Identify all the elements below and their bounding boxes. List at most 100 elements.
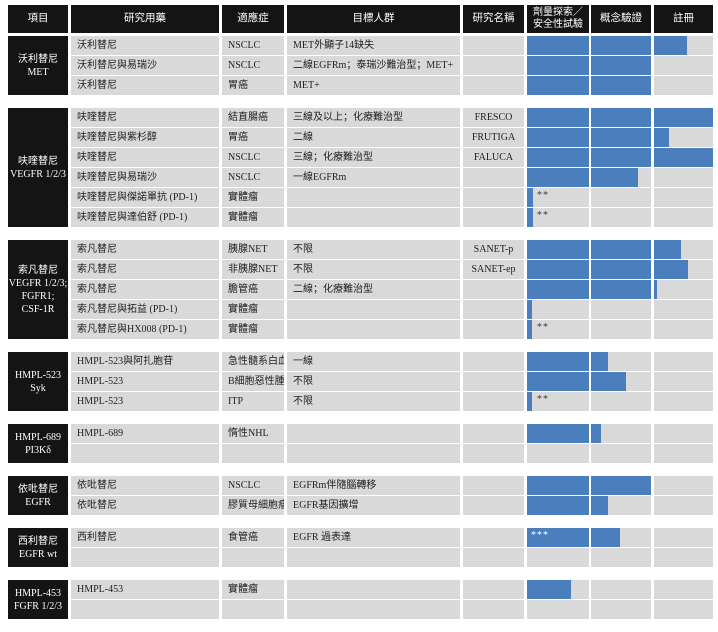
- project-label-line: PI3Kδ: [25, 444, 51, 456]
- stage-track: [527, 260, 713, 279]
- stage-column-divider: [589, 240, 591, 259]
- stage-column-divider: [651, 128, 654, 147]
- stage-track: [527, 168, 713, 187]
- study-name-cell: [463, 476, 524, 495]
- study-name-cell: [463, 372, 524, 391]
- indication-cell: B細胞惡性腫瘤: [222, 372, 284, 391]
- stage-column-divider: [651, 528, 654, 547]
- project-label-line: HMPL-453: [14, 587, 62, 599]
- table-row: HMPL-523與阿扎胞苷急性髓系白血病一線: [71, 352, 713, 371]
- stage-column-divider: [651, 352, 654, 371]
- pipeline-group: 西利替尼 EGFR wt 西利替尼 食管癌 EGFR 過表達 ***: [8, 528, 713, 567]
- drug-cell: 索凡替尼: [71, 280, 219, 299]
- stage-track: [527, 280, 713, 299]
- stage-column-divider: [651, 300, 654, 319]
- stage-track: [527, 424, 713, 443]
- progress-bar: [527, 240, 681, 259]
- progress-bar: [527, 580, 572, 599]
- table-row: [71, 548, 713, 567]
- progress-bar: [527, 168, 639, 187]
- study-name-cell: SANET-ep: [463, 260, 524, 279]
- header-study-drug: 研究用藥: [71, 5, 219, 33]
- table-row: HMPL-523 ITP 不限 **: [71, 392, 713, 411]
- drug-cell: HMPL-453: [71, 580, 219, 599]
- drug-cell: 沃利替尼: [71, 76, 219, 95]
- stage-column-divider: [651, 372, 654, 391]
- population-cell: 二線EGFRm；泰瑞沙難治型；MET+: [287, 56, 460, 75]
- stage-column-divider: [589, 372, 591, 391]
- drug-cell: 呋喹替尼: [71, 108, 219, 127]
- table-row: 沃利替尼 NSCLC MET外顯子14缺失: [71, 36, 713, 55]
- project-label-line: 沃利替尼: [18, 53, 58, 65]
- indication-cell: 實體瘤: [222, 208, 284, 227]
- indication-cell: NSCLC: [222, 56, 284, 75]
- table-row: [71, 600, 713, 619]
- project-label-line: 西利替尼: [18, 535, 58, 547]
- stage-track: [527, 476, 713, 495]
- progress-bar: [527, 392, 533, 411]
- population-cell: 不限: [287, 372, 460, 391]
- project-label-line: EGFR wt: [18, 548, 58, 560]
- stage-track: **: [527, 208, 713, 227]
- table-row: 索凡替尼與HX008 (PD-1) 實體瘤 **: [71, 320, 713, 339]
- progress-bar: [527, 352, 608, 371]
- asterisk-marker: **: [537, 394, 549, 405]
- study-name-cell: FRESCO: [463, 108, 524, 127]
- progress-bar: [527, 320, 533, 339]
- project-label-line: Syk: [30, 382, 46, 394]
- drug-cell: HMPL-523: [71, 392, 219, 411]
- progress-bar: [527, 128, 669, 147]
- pipeline-group: 呋喹替尼 VEGFR 1/2/3 呋喹替尼 結直腸癌 三線及以上；化療難治型 FRESCO…: [8, 108, 713, 227]
- stage-column-divider: [589, 580, 591, 599]
- header-registration: 註冊: [654, 5, 713, 33]
- population-cell: 不限: [287, 260, 460, 279]
- pipeline-group: HMPL-523 Syk HMPL-523與阿扎胞苷急性髓系白血病一線 HMPL-52…: [8, 352, 713, 411]
- header-target-population: 目標人群: [287, 5, 460, 33]
- drug-cell: [71, 444, 219, 463]
- study-name-cell: [463, 392, 524, 411]
- pipeline-group: 沃利替尼 MET 沃利替尼 NSCLC MET外顯子14缺失 沃利替尼與易瑞沙 NSCLC 二…: [8, 36, 713, 95]
- stage-track: [527, 372, 713, 391]
- stage-column-divider: [651, 476, 654, 495]
- stage-column-divider: [589, 108, 591, 127]
- drug-cell: 索凡替尼與HX008 (PD-1): [71, 320, 219, 339]
- stage-track: [527, 352, 713, 371]
- study-name-cell: [463, 444, 524, 463]
- population-cell: [287, 580, 460, 599]
- stage-column-divider: [589, 300, 591, 319]
- stage-column-divider: [589, 36, 591, 55]
- indication-cell: ITP: [222, 392, 284, 411]
- drug-cell: 索凡替尼: [71, 240, 219, 259]
- stage-column-divider: [589, 528, 591, 547]
- indication-cell: 急性髓系白血病: [222, 352, 284, 371]
- stage-column-divider: [651, 188, 654, 207]
- project-label-line: 呋喹替尼: [18, 155, 58, 167]
- progress-bar: [527, 496, 608, 515]
- population-cell: 不限: [287, 240, 460, 259]
- group-rows: 西利替尼 食管癌 EGFR 過表達 ***: [71, 528, 713, 567]
- stage-track: [527, 108, 713, 127]
- population-cell: [287, 208, 460, 227]
- stage-column-divider: [589, 128, 591, 147]
- indication-cell: [222, 600, 284, 619]
- progress-bar: [527, 188, 533, 207]
- stage-column-divider: [589, 424, 591, 443]
- header-dose-safety-line1: 劑量探索／: [533, 6, 583, 18]
- study-name-cell: [463, 424, 524, 443]
- table-row: 沃利替尼 胃癌 MET+: [71, 76, 713, 95]
- stage-column-divider: [651, 56, 654, 75]
- table-row: 索凡替尼 胰腺NET 不限 SANET-p: [71, 240, 713, 259]
- stage-track: **: [527, 392, 713, 411]
- stage-column-divider: [651, 496, 654, 515]
- study-name-cell: [463, 168, 524, 187]
- stage-column-divider: [589, 392, 591, 411]
- indication-cell: 食管癌: [222, 528, 284, 547]
- stage-column-divider: [589, 600, 591, 619]
- stage-column-divider: [651, 600, 654, 619]
- table-row: 索凡替尼 膽管癌 二線；化療難治型: [71, 280, 713, 299]
- stage-column-divider: [651, 424, 654, 443]
- drug-cell: 索凡替尼: [71, 260, 219, 279]
- study-name-cell: SANET-p: [463, 240, 524, 259]
- stage-column-divider: [589, 56, 591, 75]
- progress-bar: [527, 424, 602, 443]
